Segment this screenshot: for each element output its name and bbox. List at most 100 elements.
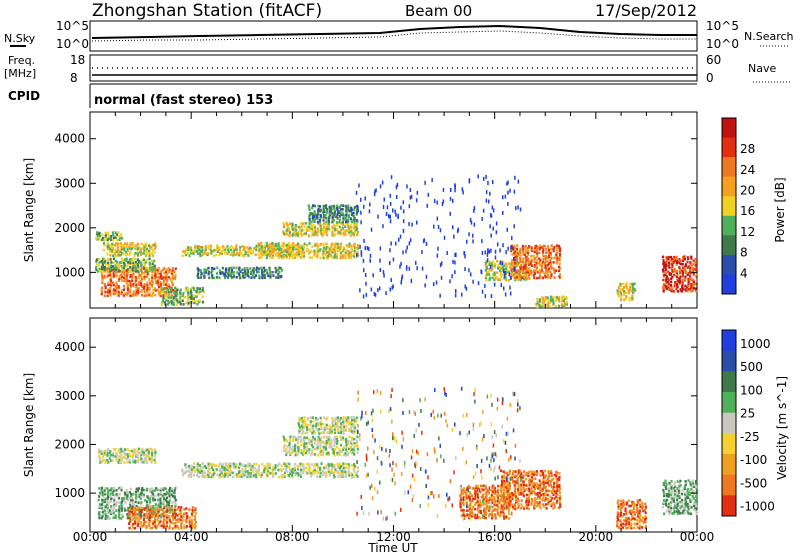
velocity-cell: [306, 426, 309, 429]
power-cell: [295, 247, 298, 251]
power-cell: [516, 244, 519, 247]
velocity-cell: [110, 512, 113, 515]
power-cell: [558, 254, 562, 258]
velocity-cell: [462, 510, 465, 514]
velocity-cell: [244, 464, 247, 467]
power-cell: [282, 256, 285, 260]
velocity-cell: [139, 513, 142, 516]
velocity-cell: [179, 510, 182, 513]
velocity-cell: [496, 511, 499, 515]
velocity-cell: [625, 526, 628, 530]
velocity-cell: [120, 505, 124, 508]
power-cell: [667, 277, 670, 280]
power-cell: [317, 207, 320, 211]
velocity-cell: [148, 510, 151, 513]
power-cell: [201, 246, 204, 249]
velocity-cell: [134, 500, 137, 504]
velocity-cell: [691, 491, 694, 494]
power-cell: [170, 270, 173, 273]
velocity-cell: [620, 502, 623, 506]
power-cell: [275, 252, 278, 256]
velocity-cell: [676, 498, 679, 501]
power-cell: [124, 258, 127, 261]
velocity-cell: [170, 487, 174, 491]
velocity-cell: [183, 508, 186, 511]
velocity-cell: [283, 446, 286, 449]
velocity-cell: [479, 516, 482, 520]
velocity-cell: [212, 463, 215, 466]
velocity-cell: [122, 449, 126, 453]
velocity-cell: [123, 498, 126, 502]
power-cell: [352, 254, 355, 258]
power-cell: [548, 248, 551, 252]
velocity-cell: [636, 518, 639, 522]
power-cell: [325, 222, 328, 226]
power-cell: [112, 283, 115, 287]
velocity-cell: [636, 513, 640, 516]
velocity-cell: [297, 451, 300, 455]
velocity-cell: [300, 475, 303, 478]
power-cell: [521, 276, 524, 280]
power-cell: [129, 281, 132, 285]
power-cell: [336, 244, 339, 247]
velocity-cell: [315, 422, 318, 426]
velocity-cell: [106, 458, 109, 462]
power-cell: [134, 260, 137, 264]
velocity-cell: [347, 451, 350, 455]
velocity-cell: [168, 488, 171, 492]
velocity-cell: [690, 487, 693, 491]
velocity-cell: [520, 506, 523, 510]
power-cell: [311, 230, 315, 233]
power-cell: [150, 268, 153, 271]
power-cell: [415, 198, 418, 203]
velocity-cell: [103, 499, 106, 502]
power-cell: [272, 274, 275, 277]
power-cell: [193, 250, 196, 253]
velocity-cell: [255, 475, 258, 479]
velocity-cell: [154, 503, 157, 506]
velocity-cell: [168, 491, 171, 494]
power-cell: [174, 288, 177, 291]
velocity-cell: [129, 501, 132, 505]
power-cell: [134, 252, 137, 255]
velocity-cell: [691, 495, 694, 498]
velocity-cell: [546, 502, 550, 506]
power-cell: [331, 242, 334, 246]
power-cell: [143, 288, 146, 292]
velocity-cell: [154, 525, 157, 528]
power-cell: [555, 255, 558, 258]
power-cell: [122, 268, 126, 271]
power-cell: [350, 249, 354, 252]
velocity-cell: [505, 488, 508, 492]
velocity-cell: [688, 504, 692, 508]
velocity-cell: [241, 470, 244, 474]
power-cell: [670, 255, 673, 259]
power-cell: [136, 249, 139, 252]
power-cell: [235, 249, 238, 253]
power-cell: [238, 252, 241, 255]
velocity-cell: [251, 467, 254, 471]
power-cell: [143, 270, 146, 273]
velocity-cell: [644, 502, 647, 506]
power-cell: [115, 281, 118, 284]
power-cell: [313, 215, 316, 218]
power-cell: [322, 204, 325, 208]
power-cell: [135, 288, 138, 291]
freq-panel-frame: [89, 54, 698, 82]
power-cell: [139, 253, 143, 257]
power-cell: [480, 270, 483, 275]
power-cell: [252, 274, 255, 278]
power-cell: [188, 254, 191, 257]
velocity-cell: [140, 495, 143, 498]
power-cell: [354, 229, 357, 232]
velocity-cell: [664, 481, 667, 485]
velocity-cell: [527, 507, 530, 511]
power-cell: [336, 217, 339, 220]
power-cell: [681, 262, 684, 266]
power-cell: [489, 265, 492, 269]
velocity-cell: [484, 492, 487, 495]
power-cell: [619, 282, 622, 286]
power-cell: [386, 205, 389, 210]
power-cell: [556, 260, 559, 263]
velocity-cell: [336, 439, 339, 443]
